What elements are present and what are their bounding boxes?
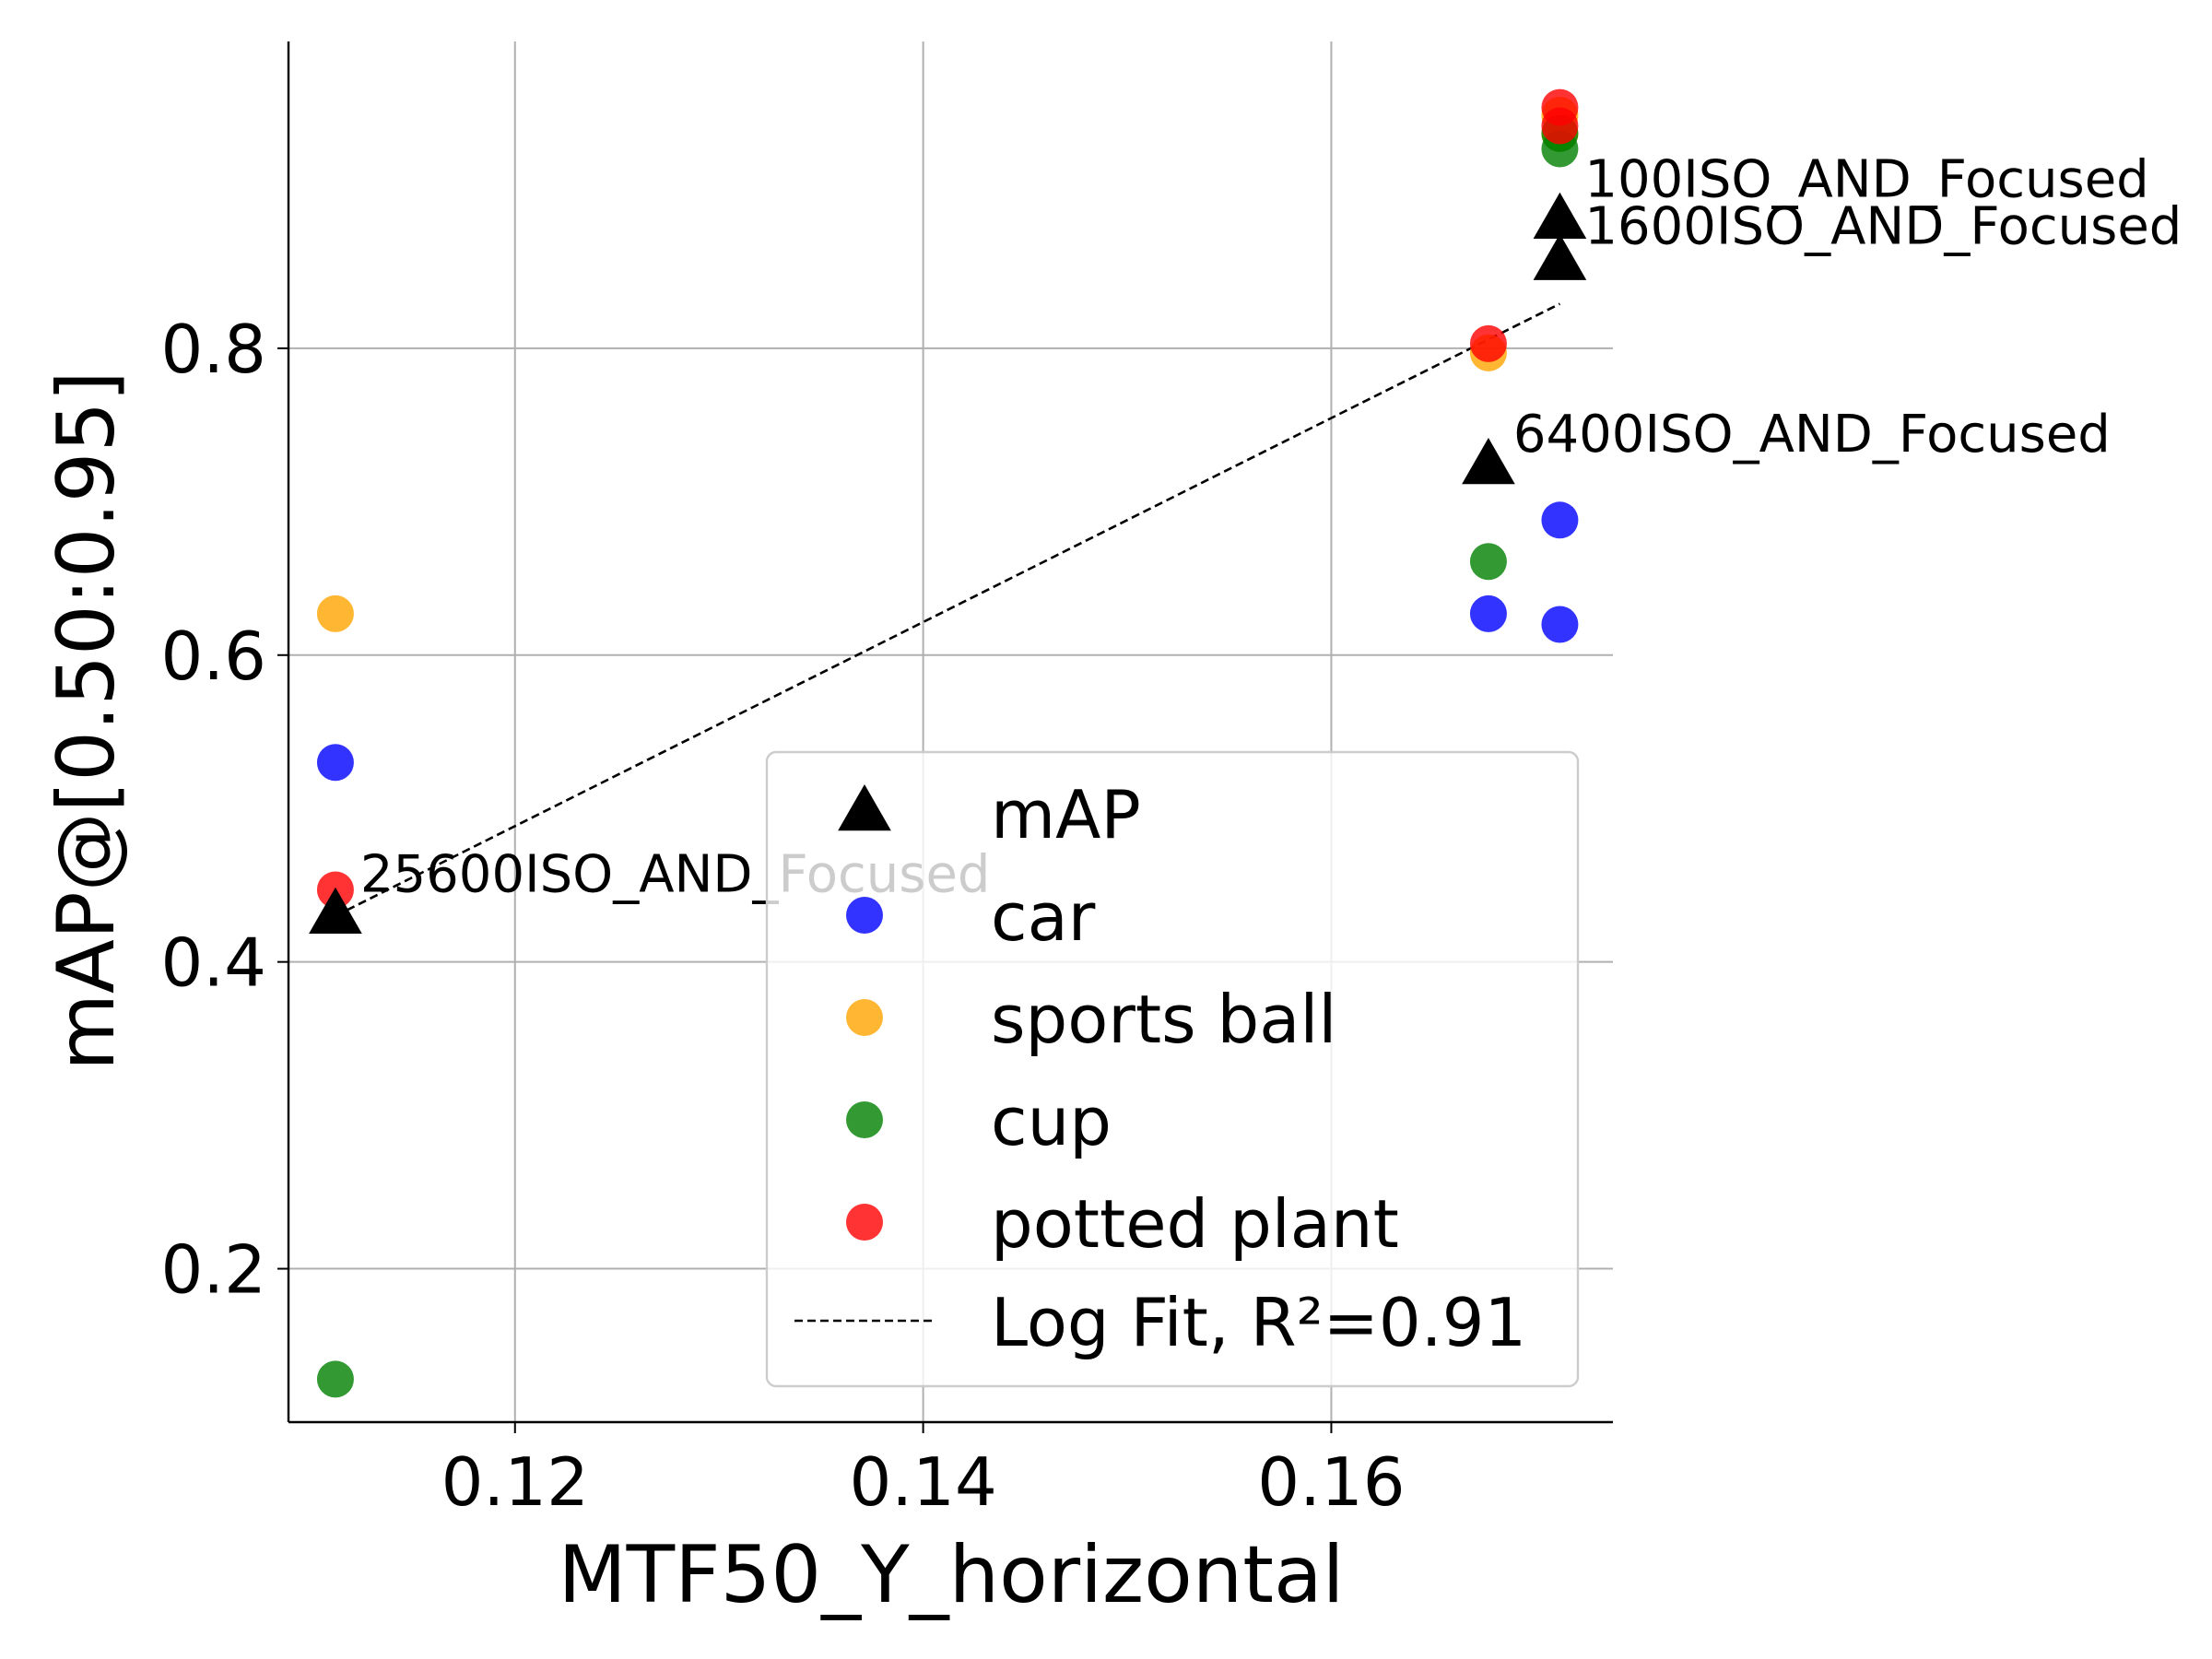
x-tick-label: 0.16	[1257, 1443, 1405, 1521]
cup-point	[316, 1360, 354, 1398]
x-tick-label: 0.12	[441, 1443, 589, 1521]
map-triangle-point	[1533, 233, 1587, 280]
x-axis-label: MTF50_Y_horizontal	[558, 1529, 1344, 1621]
y-tick-label: 0.4	[160, 924, 266, 1002]
legend-circle-marker	[846, 1101, 883, 1138]
legend-label: car	[991, 878, 1096, 956]
y-tick-label: 0.2	[160, 1231, 266, 1309]
tick-labels: 0.12 0.14 0.16 0.2 0.4 0.6 0.8	[160, 311, 1405, 1521]
legend-circle-marker	[846, 1204, 883, 1241]
legend-circle-marker	[846, 999, 883, 1036]
sports-ball-point	[316, 594, 354, 632]
data-points	[309, 88, 1587, 1398]
car-point	[1541, 606, 1579, 643]
potted-plant-point	[1541, 107, 1579, 145]
map-triangle-point	[1533, 192, 1587, 239]
potted-plant-point	[1469, 324, 1507, 362]
legend-box	[765, 750, 1580, 1388]
legend-label: cup	[991, 1083, 1112, 1160]
legend: mAP car sports ball cup potted plant Log Fit,…	[765, 750, 1580, 1388]
cup-point	[1469, 543, 1507, 581]
point-annotation: 6400ISO_AND_Focused	[1513, 405, 2111, 465]
legend-label: potted plant	[991, 1185, 1399, 1263]
car-point	[1469, 594, 1507, 632]
map-triangle-point	[1462, 438, 1515, 485]
log-fit-line	[335, 302, 1561, 917]
axes	[287, 41, 1613, 1424]
car-point	[1541, 501, 1579, 539]
log-fit-line	[335, 302, 1561, 917]
y-axis-label: mAP@[0.50:0.95]	[41, 371, 133, 1071]
y-tick-label: 0.8	[160, 311, 266, 388]
legend-label: mAP	[991, 776, 1141, 853]
car-point	[316, 744, 354, 782]
y-tick-label: 0.6	[160, 618, 266, 695]
legend-triangle-marker	[838, 784, 891, 831]
x-tick-label: 0.14	[849, 1443, 996, 1521]
legend-circle-marker	[846, 897, 883, 934]
point-annotation: 100ISO_AND_Focused	[1584, 150, 2148, 210]
legend-label: sports ball	[991, 981, 1336, 1058]
map-triangle-point	[309, 887, 362, 934]
point-annotation: 1600ISO_AND_Focused	[1584, 197, 2182, 257]
legend-label: Log Fit, R²=0.91	[991, 1284, 1526, 1361]
